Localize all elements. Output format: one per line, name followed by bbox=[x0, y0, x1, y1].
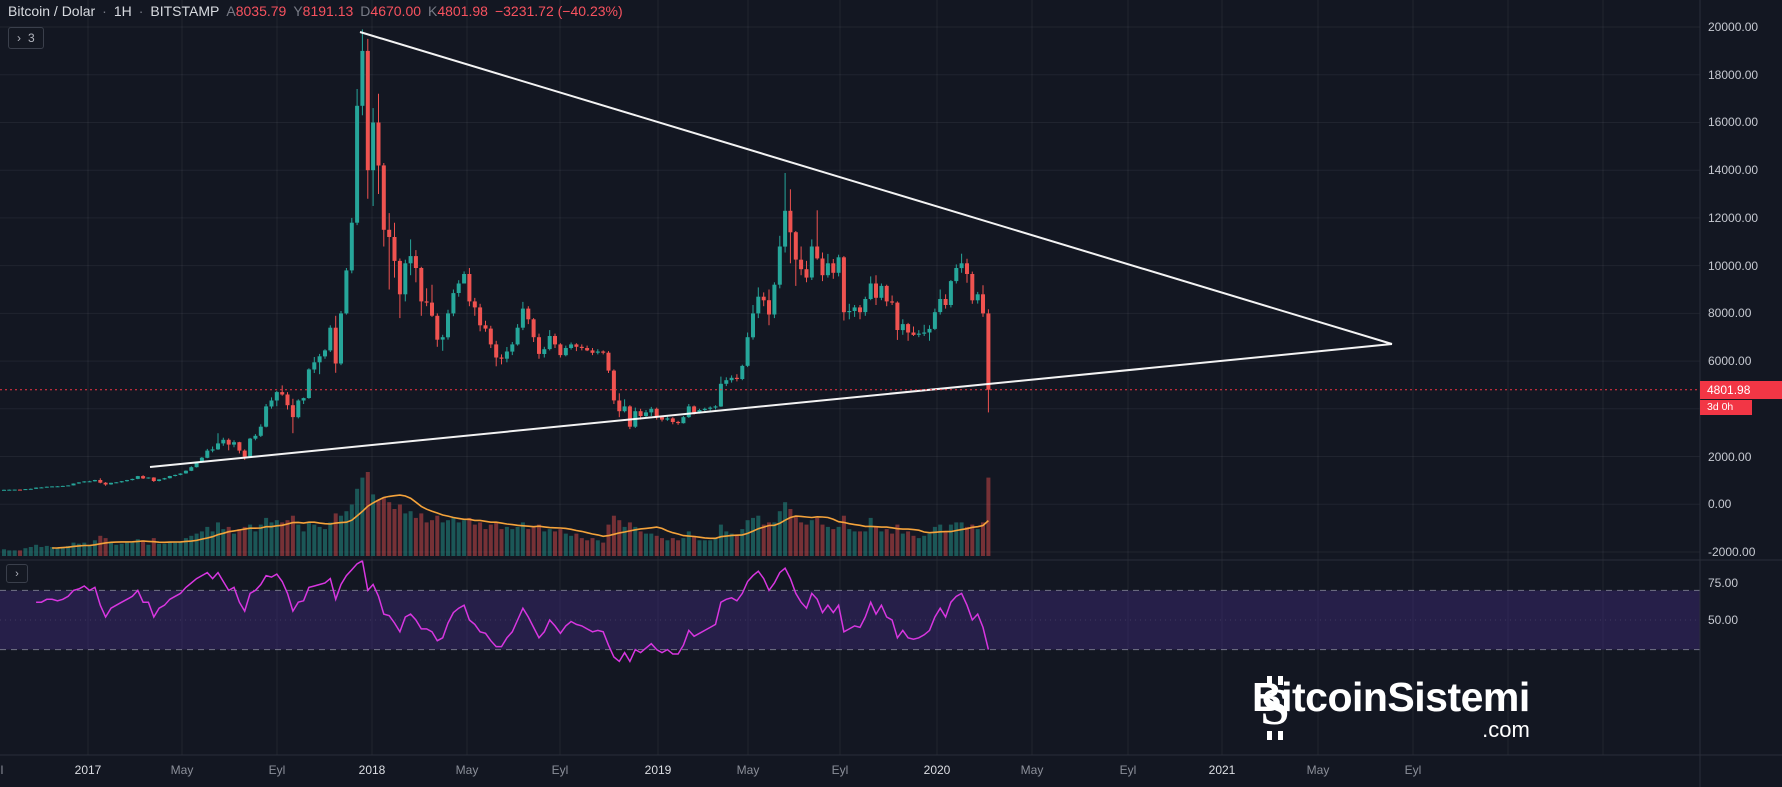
object-tree-badge[interactable]: › 3 bbox=[8, 27, 44, 49]
time-axis-label: Eyl bbox=[551, 763, 569, 777]
time-axis-label: l bbox=[0, 763, 4, 777]
price-axis-label: 14000.00 bbox=[1708, 163, 1759, 178]
ohlc-close: K 4801.98 bbox=[428, 3, 488, 19]
bar-countdown-label: 3d 0h bbox=[1700, 399, 1752, 415]
svg-text:S: S bbox=[1261, 679, 1290, 736]
time-axis-label: May bbox=[1020, 763, 1044, 777]
time-axis-label: 2018 bbox=[358, 763, 386, 777]
price-axis-label: 10000.00 bbox=[1708, 258, 1759, 273]
time-axis-label: 2019 bbox=[644, 763, 672, 777]
time-axis-label: Eyl bbox=[268, 763, 286, 777]
price-scale[interactable]: 4801.98 3d 0h 20000.00 18000.00 16000.00 14… bbox=[1700, 0, 1782, 787]
price-axis-label: 6000.00 bbox=[1708, 354, 1752, 369]
time-axis-label: May bbox=[455, 763, 479, 777]
indicator-axis-label: 75.00 bbox=[1708, 576, 1739, 590]
change-value: −3231.72 (−40.23%) bbox=[494, 3, 623, 19]
price-axis-label: 2000.00 bbox=[1708, 449, 1752, 464]
price-axis-label: 0.00 bbox=[1708, 497, 1732, 512]
separator-dot: · bbox=[102, 3, 107, 19]
time-axis-label: May bbox=[170, 763, 194, 777]
ohlc-high: Y 8191.13 bbox=[293, 3, 354, 19]
price-axis-label: 12000.00 bbox=[1708, 210, 1759, 225]
watermark-title: BitcoinSistemi bbox=[1252, 674, 1530, 720]
price-axis-label: -2000.00 bbox=[1708, 545, 1756, 559]
exchange-label: BITSTAMP bbox=[150, 3, 220, 19]
indicator-pane-collapse-button[interactable]: › bbox=[6, 564, 28, 583]
time-axis-label: May bbox=[736, 763, 760, 777]
time-scale[interactable]: l 2017 May Eyl 2018 May Eyl 2019 May Eyl 2020 May Ey… bbox=[0, 755, 1782, 787]
ohlc-open: A 8035.79 bbox=[226, 3, 287, 19]
interval-label[interactable]: 1H bbox=[113, 3, 132, 19]
chevron-right-icon: › bbox=[17, 31, 21, 45]
price-axis-label: 18000.00 bbox=[1708, 67, 1759, 82]
symbol-name[interactable]: Bitcoin / Dolar bbox=[8, 3, 96, 19]
price-axis-label: 16000.00 bbox=[1708, 115, 1759, 130]
chevron-right-icon: › bbox=[15, 567, 19, 580]
separator-dot: · bbox=[138, 3, 144, 19]
watermark-text: BitcoinSistemi .com bbox=[1252, 674, 1530, 743]
current-price-label: 4801.98 bbox=[1700, 380, 1782, 399]
time-axis-label: Eyl bbox=[1119, 763, 1137, 777]
price-axis-label: 20000.00 bbox=[1708, 20, 1759, 34]
indicator-axis-label: 50.00 bbox=[1708, 613, 1739, 627]
time-axis-label: 2017 bbox=[74, 763, 102, 777]
time-axis-label: Eyl bbox=[1404, 763, 1422, 777]
badge-count: 3 bbox=[28, 31, 35, 45]
price-axis-label: 8000.00 bbox=[1708, 306, 1752, 321]
time-axis-label: 2021 bbox=[1208, 763, 1236, 777]
time-axis-label: May bbox=[1306, 763, 1330, 777]
chart-legend[interactable]: Bitcoin / Dolar · 1H · BITSTAMP A 8035.7… bbox=[8, 3, 623, 19]
watermark-suffix: .com bbox=[1482, 717, 1530, 743]
time-axis-label: Eyl bbox=[831, 763, 849, 777]
ohlc-low: D 4670.00 bbox=[360, 3, 422, 19]
time-axis-label: 2020 bbox=[923, 763, 951, 777]
bitcoin-logo-icon: S bbox=[1261, 676, 1290, 740]
watermark: S BitcoinSistemi .com bbox=[1252, 674, 1530, 743]
